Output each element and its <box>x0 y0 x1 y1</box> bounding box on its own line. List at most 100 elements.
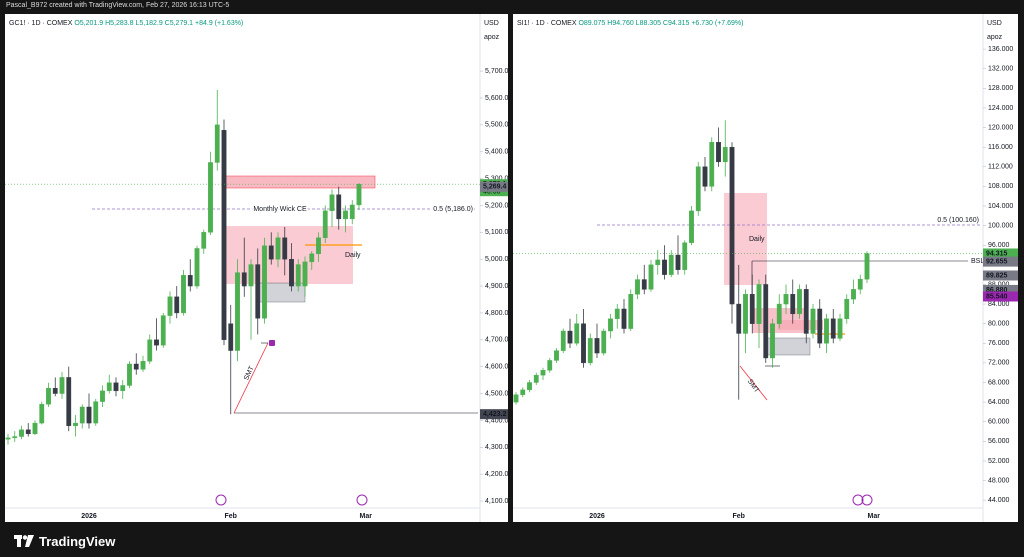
candle-body <box>763 284 769 359</box>
candle-body <box>73 422 78 426</box>
candle-body <box>356 184 362 206</box>
candle-body <box>608 318 613 332</box>
y-tick-label: 72.000 <box>988 360 1010 367</box>
candle-body <box>106 382 112 392</box>
y-tick-label: 116.000 <box>988 144 1013 151</box>
y-tick-label: 4,700.0 <box>485 337 508 344</box>
candle-body <box>201 232 207 249</box>
countdown: 46:50 <box>483 189 501 196</box>
candle-body <box>329 194 335 212</box>
zone-label: Daily <box>345 252 361 259</box>
candle-body <box>830 318 836 339</box>
candle-body <box>221 130 227 340</box>
candle-body <box>268 245 274 260</box>
smt-line <box>739 365 768 401</box>
candle-body <box>295 264 301 287</box>
y-tick-label: 136.000 <box>988 46 1013 53</box>
y-tick-label: 124.000 <box>988 105 1013 112</box>
candle-body <box>743 294 748 334</box>
candle-body <box>52 387 58 394</box>
currency: USD <box>484 20 499 27</box>
y-tick-label: 4,600.0 <box>485 364 508 371</box>
candle-body <box>716 142 721 163</box>
y-tick-label: 5,100.0 <box>485 229 508 236</box>
brand-name: TradingView <box>39 533 116 549</box>
candle-body <box>275 237 281 260</box>
candle-body <box>817 308 823 344</box>
candle-body <box>282 237 288 260</box>
candle-body <box>194 248 200 287</box>
fib-label: 0.5 (100.160) <box>937 217 979 224</box>
candle-body <box>120 385 126 392</box>
smt-label: SMT <box>243 365 256 382</box>
y-tick-label: 4,100.0 <box>485 498 508 505</box>
zone-label: Daily <box>749 236 765 243</box>
candle-body <box>675 254 681 270</box>
candle-body <box>601 330 607 354</box>
candle-body <box>810 308 816 334</box>
candle-body <box>702 166 708 187</box>
candle-body <box>554 350 559 361</box>
candle-body <box>127 363 132 386</box>
candle-body <box>587 338 593 364</box>
candle-body <box>93 401 99 424</box>
candle-body <box>783 294 789 305</box>
event-icon[interactable] <box>861 494 873 506</box>
y-tick-label: 112.000 <box>988 164 1013 171</box>
candle-body <box>133 363 139 370</box>
candle-body <box>574 323 580 344</box>
price-label-bg <box>983 284 1018 295</box>
symbol: GC1! · 1D · COMEX <box>9 20 73 27</box>
y-tick-label: 68.000 <box>988 379 1010 386</box>
candle-body <box>547 360 553 371</box>
wick-zone <box>221 175 376 189</box>
credit: Pascal_B972 created with TradingView.com… <box>6 2 230 9</box>
candle-body <box>682 242 688 270</box>
price-label: 4,423.2 <box>483 411 506 418</box>
candle-body <box>309 253 315 263</box>
candle-body <box>837 318 843 339</box>
candle-body <box>540 370 546 376</box>
brand-logo <box>14 535 34 547</box>
candle-body <box>709 142 715 187</box>
candle-body <box>336 194 342 220</box>
candle-body <box>844 298 850 319</box>
candle-body <box>648 264 654 290</box>
y-tick-label: 5,000.0 <box>485 256 508 263</box>
candle-body <box>349 204 355 220</box>
bsl-label: BSL <box>971 258 984 265</box>
event-icon[interactable] <box>852 494 864 506</box>
y-tick-label: 100.000 <box>988 222 1013 229</box>
x-tick-label: Feb <box>733 513 745 520</box>
y-tick-label: 4,800.0 <box>485 310 508 317</box>
candle-body <box>140 361 146 370</box>
candle-body <box>316 237 321 255</box>
fvg-zone <box>778 320 823 330</box>
price-label: 5,269.4 <box>483 184 506 191</box>
y-tick-label: 5,300.0 <box>485 175 508 182</box>
event-icon[interactable] <box>356 494 368 506</box>
fib-label: 0.5 (5,186.0) <box>433 206 473 213</box>
candle-body <box>32 422 38 435</box>
candle-body <box>262 245 267 319</box>
y-tick-label: 120.000 <box>988 124 1013 131</box>
event-icon[interactable] <box>215 494 227 506</box>
y-tick-label: 56.000 <box>988 438 1010 445</box>
candle-body <box>668 254 674 275</box>
candle-body <box>533 374 539 383</box>
candle-body <box>776 303 782 324</box>
y-tick-label: 132.000 <box>988 66 1013 73</box>
chart-panel: GC1! · 1D · COMEX O5,201.9 H5,283.8 L5,1… <box>5 14 508 522</box>
candle-body <box>641 279 647 290</box>
y-tick-label: 44.000 <box>988 497 1010 504</box>
y-tick-label: 80.000 <box>988 321 1010 328</box>
candle-body <box>174 296 180 314</box>
candle-body <box>66 377 72 426</box>
candle-body <box>241 272 247 287</box>
chart-header: GC1! · 1D · COMEX O5,201.9 H5,283.8 L5,1… <box>9 20 243 27</box>
axis-note: apoz <box>484 34 500 41</box>
candle-body <box>695 166 701 212</box>
x-tick-label: Mar <box>360 513 373 520</box>
candle-body <box>79 406 85 424</box>
